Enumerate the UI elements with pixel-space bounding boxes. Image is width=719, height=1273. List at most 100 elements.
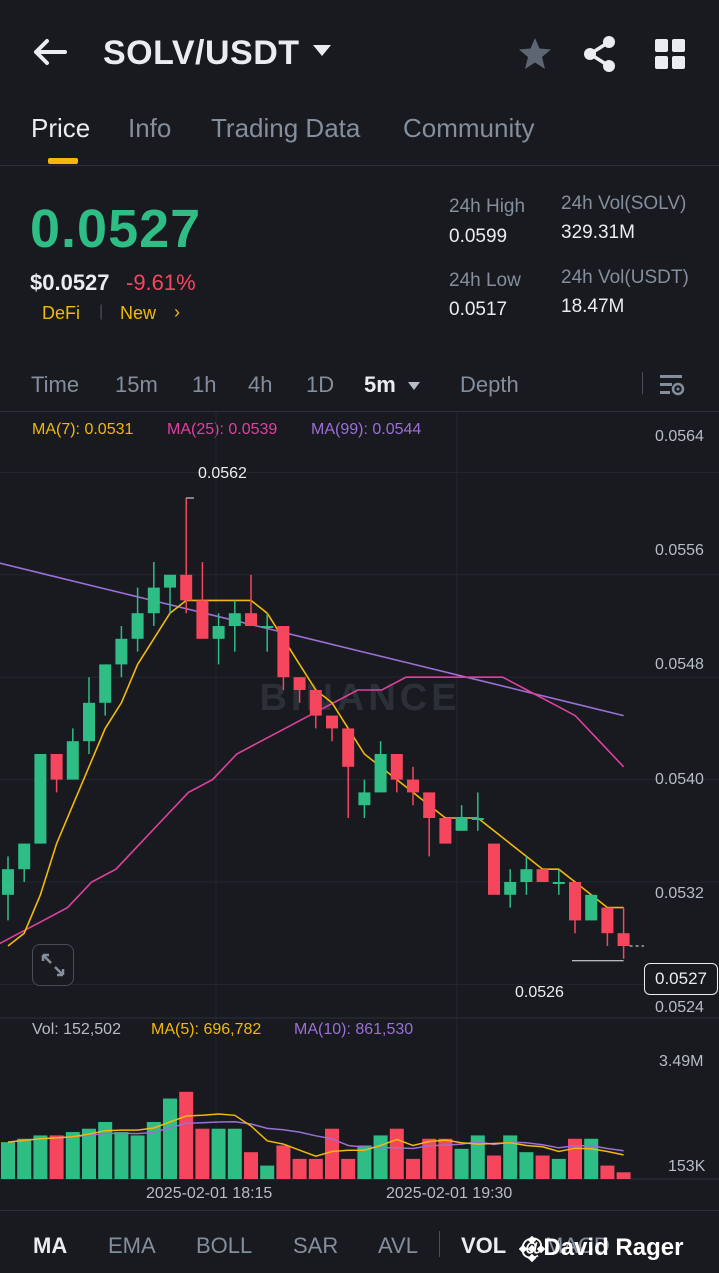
candle-body [309, 690, 322, 716]
ma7-line [7, 599, 624, 947]
grid-menu-icon[interactable] [652, 36, 688, 72]
candle-body [50, 754, 63, 780]
candle-body [293, 677, 306, 690]
volume-bar [341, 1158, 356, 1179]
tf-1h[interactable]: 1h [192, 372, 217, 397]
candle-body [439, 818, 452, 844]
volume-bar [179, 1091, 194, 1179]
ma99-line [0, 562, 624, 717]
tag-defi[interactable]: DeFi [42, 303, 81, 323]
volume-bar [195, 1128, 210, 1179]
price-chart[interactable]: BINANCE [0, 412, 719, 1210]
ind-ma[interactable]: MA [33, 1233, 68, 1258]
volume-bar [130, 1135, 145, 1179]
candle-body [2, 869, 14, 895]
tab-trading-data[interactable]: Trading Data [211, 113, 361, 143]
candle-body [407, 779, 419, 793]
volume-bar [98, 1122, 113, 1179]
candle-body [358, 792, 371, 806]
divider [439, 1231, 440, 1257]
tab-active-indicator [48, 158, 78, 164]
volume-bar [1, 1142, 15, 1179]
volume-bar [211, 1128, 226, 1179]
volume-bar [487, 1155, 501, 1179]
ma-lines [0, 562, 625, 947]
ind-macd[interactable]: MACD [545, 1233, 610, 1258]
timeframe-bar: Time 15m 1h 4h 1D 5m Depth [0, 360, 719, 412]
candle-body [536, 869, 549, 882]
price-axis-label: 0.0564 [655, 428, 704, 445]
vol-ma5-label: MA(5): 696,782 [151, 1021, 262, 1038]
vol-ma10-label: MA(10): 861,530 [294, 1021, 414, 1038]
volume-bar [325, 1128, 339, 1179]
candle-body [277, 626, 290, 678]
candle-body [326, 715, 338, 729]
tag-new[interactable]: New [120, 303, 157, 323]
candle-body [164, 574, 176, 588]
current-price-tag: 0.0527 [644, 963, 718, 995]
back-arrow-icon[interactable] [28, 30, 72, 74]
volume-bar [551, 1158, 566, 1179]
candle-body [18, 843, 31, 870]
ind-avl[interactable]: AVL [378, 1233, 418, 1258]
stat-24h-vol-quote-label: 24h Vol(USDT) [561, 267, 689, 288]
ind-sar[interactable]: SAR [293, 1233, 339, 1258]
divider [642, 372, 643, 394]
candle-body [196, 600, 209, 639]
expand-icon[interactable] [32, 944, 74, 986]
pair-title[interactable]: SOLV/USDT [103, 34, 300, 72]
volume-bar [406, 1158, 420, 1179]
share-icon[interactable] [580, 34, 620, 74]
last-price: 0.0527 [30, 199, 202, 259]
volume-bar [227, 1128, 242, 1179]
candle-body [99, 664, 112, 703]
legend-ma7: MA(7): 0.0531 [32, 421, 134, 438]
star-icon[interactable] [515, 36, 555, 72]
tab-community[interactable]: Community [403, 113, 535, 143]
price-markers [186, 497, 644, 962]
caret-down-icon[interactable] [312, 44, 332, 63]
tf-4h[interactable]: 4h [248, 372, 273, 397]
price-axis-label: 0.0532 [655, 885, 704, 902]
caret-down-icon[interactable] [407, 378, 421, 396]
candle-body [115, 638, 128, 665]
candle-body [131, 613, 144, 639]
legend-ma25: MA(25): 0.0539 [167, 421, 278, 438]
volume-bar [163, 1098, 177, 1179]
price-axis-label: 0.0556 [655, 542, 704, 559]
indicator-bar: MA EMA BOLL SAR AVL VOL MACD [0, 1210, 719, 1273]
candle-body [374, 754, 387, 793]
candle-body [147, 587, 160, 614]
candle-body [261, 626, 274, 628]
candles [2, 498, 630, 959]
volume-bar [146, 1122, 161, 1179]
volume-bar [519, 1152, 534, 1179]
candle-body [569, 882, 581, 921]
tf-depth[interactable]: Depth [460, 372, 519, 397]
volume-bar [616, 1172, 631, 1179]
high-marker-label: 0.0562 [198, 465, 247, 482]
ind-vol[interactable]: VOL [461, 1233, 507, 1258]
binance-logo-icon [518, 1235, 546, 1267]
chevron-right-icon[interactable]: › [174, 302, 180, 322]
credit-watermark: @David Rager [520, 1234, 684, 1261]
ind-ema[interactable]: EMA [108, 1233, 156, 1258]
volume-bar [422, 1138, 437, 1179]
tab-price[interactable]: Price [31, 113, 91, 143]
stat-24h-low-label: 24h Low [449, 270, 521, 291]
tf-15m[interactable]: 15m [115, 372, 158, 397]
tf-time[interactable]: Time [31, 372, 80, 397]
ind-boll[interactable]: BOLL [196, 1233, 253, 1258]
candle-body [617, 933, 630, 946]
tf-5m[interactable]: 5m [364, 372, 396, 397]
vol-ma10-line [7, 1120, 624, 1152]
candle-body [471, 818, 484, 820]
tf-1d[interactable]: 1D [306, 372, 335, 397]
volume-bar [389, 1128, 404, 1179]
candle-body [212, 626, 225, 639]
tab-info[interactable]: Info [128, 113, 172, 143]
candle-body [601, 907, 614, 934]
stat-24h-low-value: 0.0517 [449, 299, 508, 320]
volume-bar [600, 1165, 615, 1179]
chart-settings-icon[interactable] [658, 372, 686, 403]
